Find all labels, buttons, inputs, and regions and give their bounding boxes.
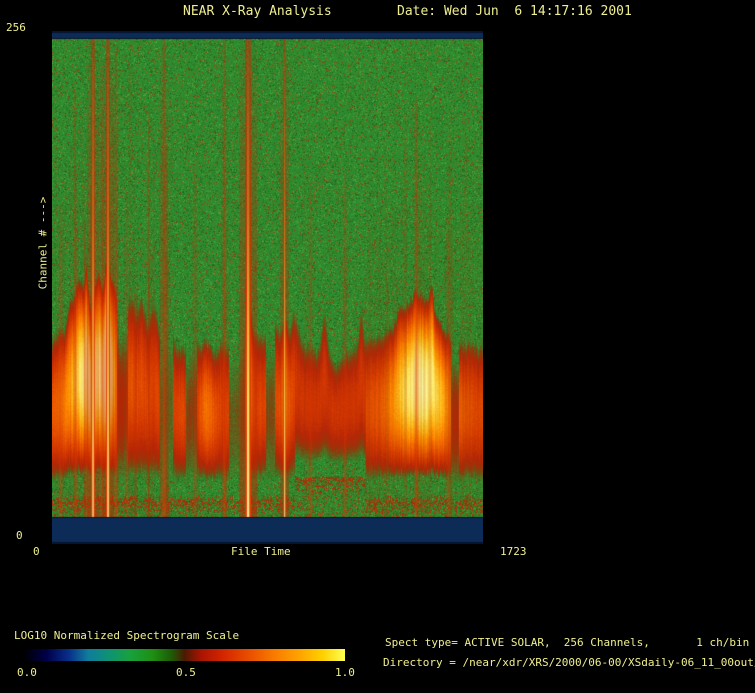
y-min-tick: 0: [16, 529, 23, 542]
directory-line: Directory = /near/xdr/XRS/2000/06-00/XSd…: [383, 656, 755, 669]
colorbar-tick-mid: 0.5: [176, 666, 196, 679]
colorbar-tick-max: 1.0: [335, 666, 355, 679]
app-title: NEAR X-Ray Analysis: [183, 4, 332, 19]
y-axis-label: Channel # --->: [36, 196, 50, 290]
spectrogram-heatmap: [52, 31, 483, 544]
x-max-tick: 1723: [500, 545, 527, 558]
spect-type-line: Spect type= ACTIVE SOLAR, 256 Channels, …: [385, 636, 750, 649]
colorbar-tick-min: 0.0: [17, 666, 37, 679]
x-min-tick: 0: [33, 545, 40, 558]
colorbar-title: LOG10 Normalized Spectrogram Scale: [14, 629, 240, 642]
y-max-tick: 256: [6, 21, 26, 34]
x-axis-label: File Time: [231, 545, 291, 558]
date-label: Date: Wed Jun 6 14:17:16 2001: [397, 4, 632, 19]
colorbar-gradient: [24, 649, 345, 661]
